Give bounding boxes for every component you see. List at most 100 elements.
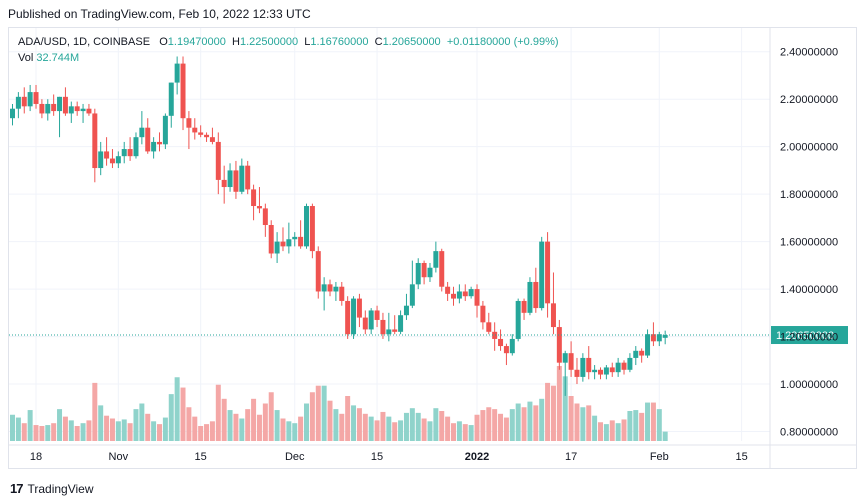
candle-body — [586, 357, 592, 373]
candle-body — [503, 346, 509, 354]
volume-bar — [456, 421, 462, 441]
volume-bar — [503, 417, 509, 441]
candle-body — [268, 225, 274, 254]
candle-body — [174, 63, 180, 83]
volume-bar — [92, 382, 98, 441]
volume-bar — [298, 416, 304, 441]
candle-body — [204, 134, 210, 138]
candle-body — [286, 239, 292, 247]
candle-body — [256, 206, 262, 209]
volume-bar — [433, 408, 439, 441]
candle-body — [109, 158, 115, 164]
volume-bar — [86, 420, 92, 441]
volume-bar — [492, 409, 498, 441]
symbol-label: ADA/USD, 1D, COINBASE — [18, 36, 151, 48]
volume-bar — [21, 423, 27, 441]
candle-body — [609, 367, 615, 373]
volume-bar — [121, 419, 127, 441]
close-label: C — [374, 36, 383, 48]
candle-body — [351, 298, 357, 335]
candle-body — [57, 96, 63, 112]
candle-body — [403, 305, 409, 316]
candle-body — [245, 165, 251, 190]
candle-body — [656, 334, 662, 342]
volume-bar — [127, 423, 133, 441]
candle-body — [321, 284, 327, 292]
volume-bar — [139, 403, 145, 441]
candle-body — [615, 362, 621, 373]
candle-body — [527, 281, 533, 313]
candle-body — [104, 151, 110, 159]
volume-bar — [556, 366, 562, 441]
candle-body — [386, 329, 392, 335]
volume-bar — [68, 420, 74, 441]
volume-bar — [227, 410, 233, 441]
volume-bar — [333, 409, 339, 441]
candle-body — [51, 103, 57, 112]
volume-bar — [245, 409, 251, 441]
last-price-label: 1.20650000 — [776, 330, 834, 342]
volume-bar — [27, 410, 33, 441]
volume-bar — [256, 414, 262, 441]
chart-frame[interactable] — [8, 27, 857, 469]
candle-body — [392, 329, 398, 332]
volume-bar — [74, 426, 80, 441]
candle-body — [309, 206, 315, 252]
candle-body — [539, 241, 545, 309]
low-value: 1.16760000 — [310, 36, 369, 48]
volume-bar — [39, 426, 45, 441]
candle-body — [603, 367, 609, 375]
volume-bar — [568, 396, 574, 441]
volume-bar — [209, 421, 215, 441]
volume-bar — [180, 387, 186, 441]
volume-bar — [204, 424, 210, 441]
candle-body — [233, 170, 239, 192]
volume-bar — [104, 415, 110, 441]
candle-body — [374, 310, 380, 320]
candle-body — [345, 300, 351, 335]
volume-bar — [609, 420, 615, 441]
price-candles — [10, 56, 668, 396]
candle-body — [509, 338, 515, 354]
candle-body — [315, 251, 321, 292]
candle-body — [468, 289, 474, 297]
volume-bar — [550, 385, 556, 441]
footer-brand[interactable]: 17 TradingView — [10, 481, 94, 496]
volume-bar — [474, 414, 480, 441]
candle-body — [568, 353, 574, 370]
candle-body — [115, 156, 121, 164]
volume-bar — [562, 376, 568, 441]
candle-body — [239, 165, 245, 192]
candle-body — [327, 284, 333, 292]
volume-bar — [374, 420, 380, 441]
volume-bar — [574, 403, 580, 441]
volume-bar — [380, 411, 386, 441]
open-value: 1.19470000 — [167, 36, 226, 48]
high-value: 1.22500000 — [239, 36, 299, 48]
volume-bar — [586, 405, 592, 441]
candle-body — [121, 149, 127, 157]
candle-body — [398, 315, 404, 332]
volume-bar — [157, 424, 162, 441]
candle-body — [180, 63, 186, 119]
candle-body — [157, 141, 162, 145]
volume-bar — [498, 413, 504, 441]
volume-bar — [10, 414, 15, 441]
candle-body — [62, 96, 68, 114]
candle-body — [92, 113, 98, 169]
volume-bar — [45, 425, 51, 441]
candle-body — [45, 103, 51, 114]
time-tick-label: 18 — [30, 451, 42, 463]
volume-bar — [368, 416, 374, 441]
volume-bar — [427, 421, 433, 441]
volume-bar — [351, 405, 357, 441]
time-tick-label: Dec — [285, 451, 305, 463]
volume-bar — [386, 416, 392, 441]
candle-body — [39, 103, 45, 114]
volume-bar — [304, 403, 309, 441]
volume-bar — [215, 384, 221, 441]
volume-bar — [345, 396, 351, 441]
candle-body — [362, 317, 368, 330]
volume-bar — [603, 424, 609, 441]
